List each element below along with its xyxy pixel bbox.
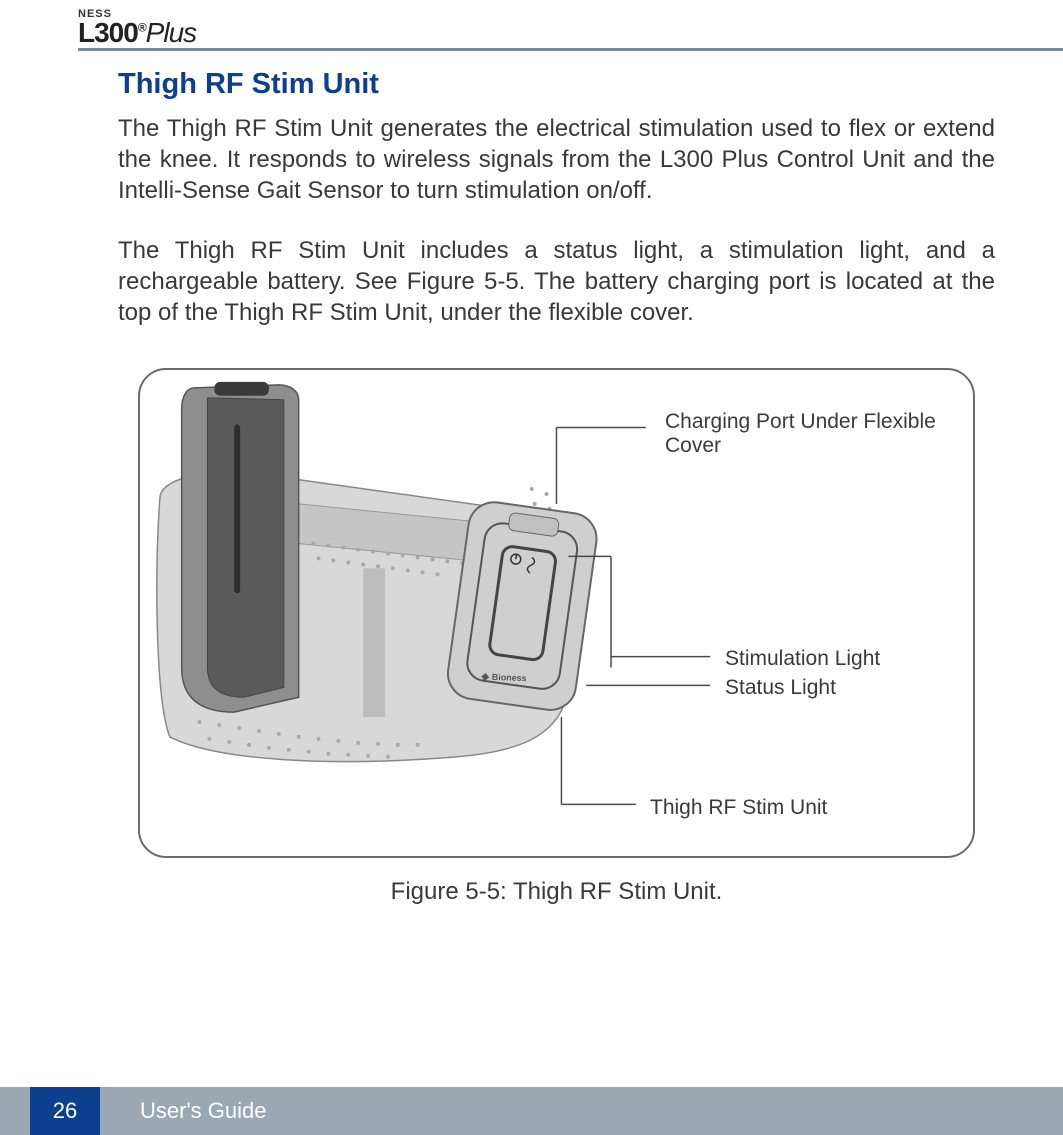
callout-thigh-unit: Thigh RF Stim Unit (650, 796, 827, 820)
svg-text:Bioness: Bioness (492, 672, 527, 683)
footer-title: User's Guide (140, 1098, 266, 1124)
callout-stimulation-light: Stimulation Light (725, 647, 880, 671)
body-paragraph-1: The Thigh RF Stim Unit generates the ele… (118, 113, 995, 207)
page-number: 26 (30, 1087, 100, 1135)
logo-brand-main: L300®Plus (78, 20, 196, 45)
content-area: Thigh RF Stim Unit The Thigh RF Stim Uni… (118, 68, 995, 906)
callout-charging-port: Charging Port Under Flexible Cover (665, 410, 973, 458)
page: NESS L300®Plus Thigh RF Stim Unit The Th… (0, 0, 1063, 1135)
figure-caption: Figure 5-5: Thigh RF Stim Unit. (138, 878, 975, 906)
product-logo: NESS L300®Plus (78, 8, 196, 45)
section-title: Thigh RF Stim Unit (118, 68, 995, 101)
body-paragraph-2: The Thigh RF Stim Unit includes a status… (118, 235, 995, 329)
header-divider (78, 48, 1063, 51)
callout-status-light: Status Light (725, 676, 836, 700)
figure-container: Bioness Chargi (138, 368, 975, 906)
figure-frame: Bioness Chargi (138, 368, 975, 858)
page-footer: 26 User's Guide (0, 1087, 1063, 1135)
